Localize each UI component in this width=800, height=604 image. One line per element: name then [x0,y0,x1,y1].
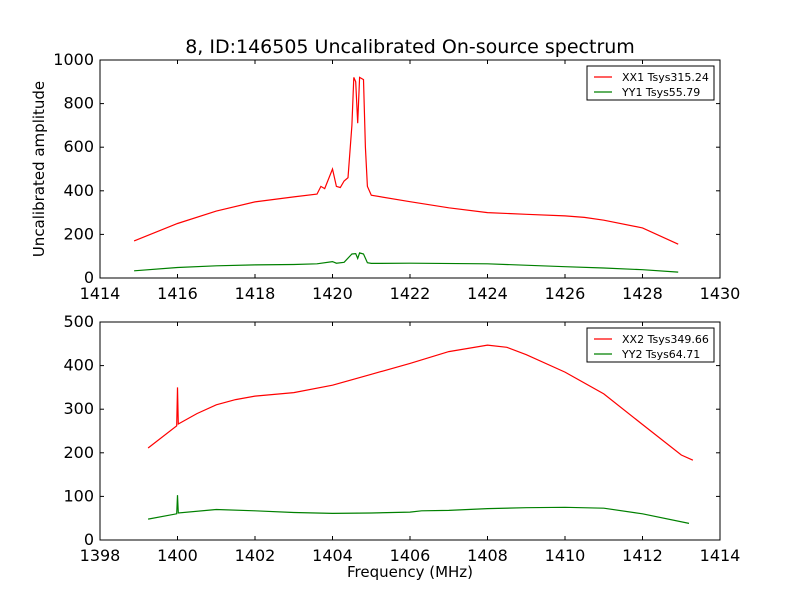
y-tick-label: 0 [84,268,94,287]
chart-title: 8, ID:146505 Uncalibrated On-source spec… [185,36,635,58]
x-tick-label: 1426 [545,284,586,303]
x-tick-label: 1418 [235,284,276,303]
legend: XX1 Tsys315.24 YY1 Tsys55.79 [586,65,715,101]
y-tick-label: 800 [63,94,94,113]
series-line-xx2 [147,344,694,461]
x-tick-label: 1414 [700,546,741,565]
y-tick-label: 500 [63,312,94,331]
legend: XX2 Tsys349.66 YY2 Tsys64.71 [586,327,715,363]
plot-1: 1414 1416 1418 1420 1422 1424 1426 1428 1430 0 200… [30,36,740,303]
x-tick-label: 1412 [622,546,663,565]
x-tick-label: 1416 [157,284,198,303]
x-tick-label: 1428 [622,284,663,303]
x-axis-label: Frequency (MHz) [347,563,473,581]
y-tick-label: 200 [63,443,94,462]
x-tick-label: 1402 [235,546,276,565]
x-tick-label: 1404 [312,546,353,565]
y-tick-label: 0 [84,530,94,549]
y-tick-label: 400 [63,181,94,200]
y-tick-label: 300 [63,399,94,418]
x-tick-label: 1414 [80,284,121,303]
series-line-yy1 [134,252,679,273]
legend-box [586,327,715,363]
plot-2: 1398 1400 1402 1404 1406 1408 1410 1412 1414 0 100… [63,312,740,581]
legend-box [586,65,715,101]
x-tick-label: 1400 [157,546,198,565]
y-tick-label: 400 [63,356,94,375]
x-tick-label: 1430 [700,284,741,303]
series-line-yy2 [147,495,690,524]
series-line-xx1 [133,76,679,245]
y-tick-label: 200 [63,224,94,243]
legend-label: XX1 Tsys315.24 [622,71,709,84]
y-tick-label: 100 [63,486,94,505]
legend-label: YY1 Tsys55.79 [621,86,700,99]
y-tick-label: 600 [63,137,94,156]
x-tick-label: 1420 [312,284,353,303]
x-tick-label: 1398 [80,546,121,565]
y-tick-label: 1000 [53,50,94,69]
y-axis-label: Uncalibrated amplitude [30,81,48,257]
x-tick-label: 1424 [467,284,508,303]
x-tick-label: 1422 [390,284,431,303]
x-tick-label: 1406 [390,546,431,565]
x-tick-label: 1408 [467,546,508,565]
legend-label: YY2 Tsys64.71 [621,348,700,361]
x-tick-label: 1410 [545,546,586,565]
legend-label: XX2 Tsys349.66 [622,333,709,346]
